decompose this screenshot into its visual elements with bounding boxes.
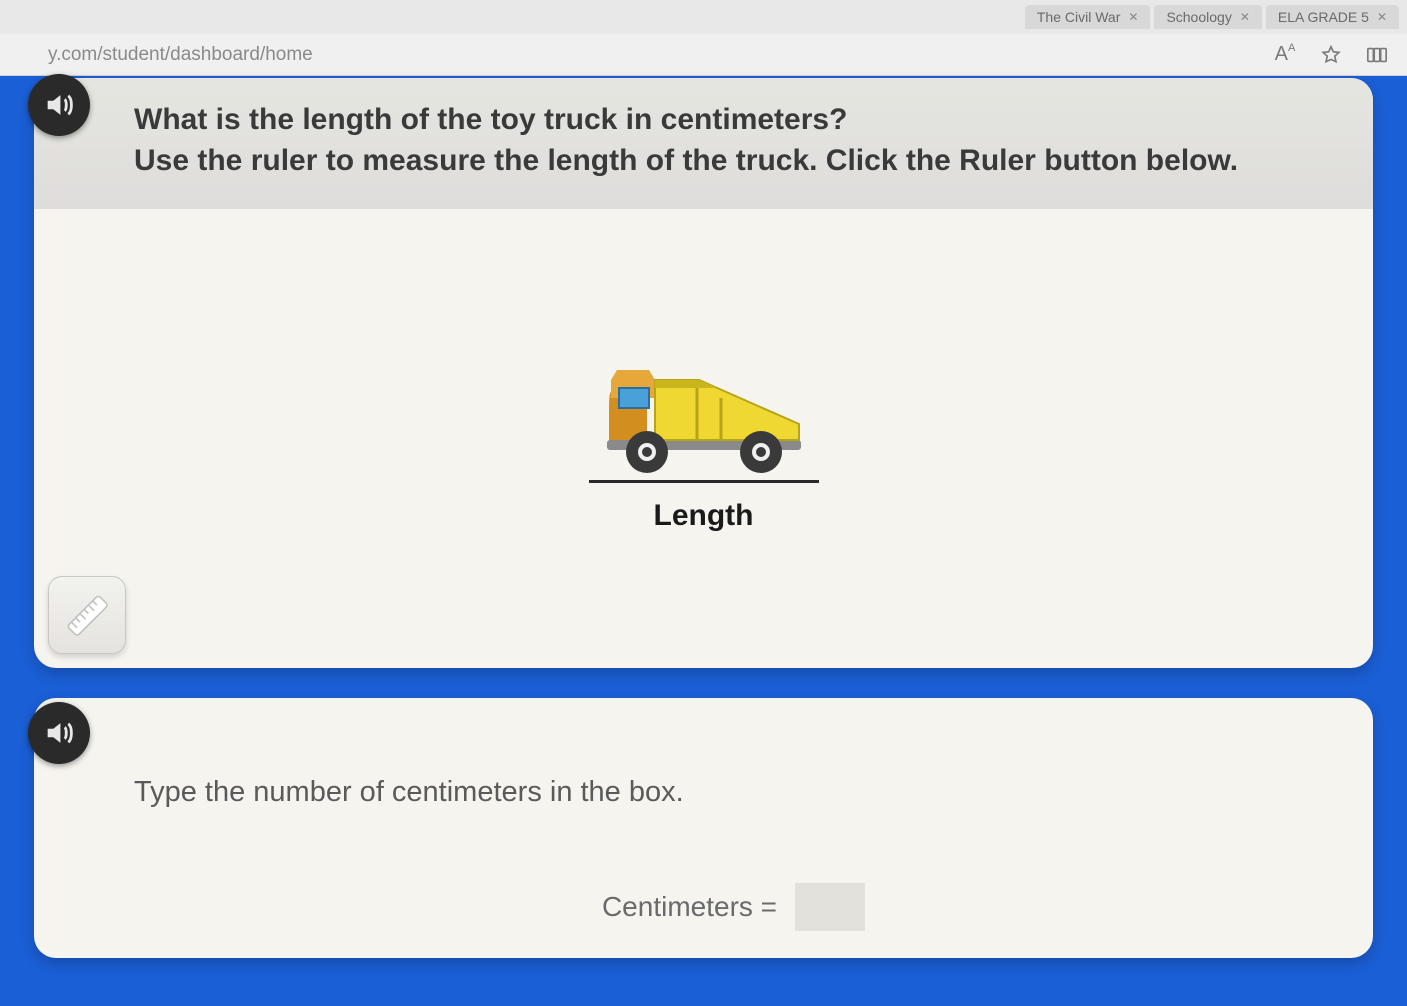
question-card: What is the length of the toy truck in c… <box>34 78 1373 668</box>
browser-tab-civil-war[interactable]: The Civil War ✕ <box>1025 5 1151 29</box>
app-viewport: What is the length of the toy truck in c… <box>0 76 1407 1006</box>
speaker-icon <box>42 716 76 750</box>
question-line-2: Use the ruler to measure the length of t… <box>134 141 1333 182</box>
browser-tab-ela[interactable]: ELA GRADE 5 ✕ <box>1266 5 1399 29</box>
close-icon[interactable]: ✕ <box>1240 10 1250 24</box>
collections-icon[interactable] <box>1365 43 1389 67</box>
read-aloud-button[interactable] <box>28 74 90 136</box>
answer-row: Centimeters = <box>134 883 1333 931</box>
browser-tabs: The Civil War ✕ Schoology ✕ ELA GRADE 5 … <box>1025 5 1399 29</box>
tab-label: Schoology <box>1166 9 1231 25</box>
address-bar-actions: A A <box>1273 43 1389 67</box>
text-zoom-icon[interactable]: A A <box>1273 43 1297 67</box>
favorite-star-icon[interactable] <box>1319 43 1343 67</box>
read-aloud-button[interactable] <box>28 702 90 764</box>
speaker-icon <box>42 88 76 122</box>
tab-label: The Civil War <box>1037 9 1121 25</box>
centimeters-label: Centimeters = <box>602 891 777 923</box>
question-body: Length <box>34 209 1373 668</box>
close-icon[interactable]: ✕ <box>1377 10 1387 24</box>
length-indicator-line <box>589 480 819 483</box>
close-icon[interactable]: ✕ <box>1128 10 1138 24</box>
address-bar: y.com/student/dashboard/home A A <box>0 34 1407 76</box>
browser-tab-schoology[interactable]: Schoology ✕ <box>1154 5 1261 29</box>
url-text[interactable]: y.com/student/dashboard/home <box>18 44 313 66</box>
question-line-1: What is the length of the toy truck in c… <box>134 100 1333 141</box>
ruler-icon <box>59 587 115 643</box>
ruler-button[interactable] <box>48 576 126 654</box>
tab-label: ELA GRADE 5 <box>1278 9 1369 25</box>
length-label: Length <box>654 499 754 533</box>
answer-card: Type the number of centimeters in the bo… <box>34 698 1373 958</box>
toy-truck-image <box>589 344 819 474</box>
answer-prompt: Type the number of centimeters in the bo… <box>134 776 1333 809</box>
truck-figure: Length <box>584 344 824 533</box>
question-header: What is the length of the toy truck in c… <box>34 78 1373 209</box>
browser-tab-bar: The Civil War ✕ Schoology ✕ ELA GRADE 5 … <box>0 0 1407 34</box>
centimeters-input[interactable] <box>795 883 865 931</box>
